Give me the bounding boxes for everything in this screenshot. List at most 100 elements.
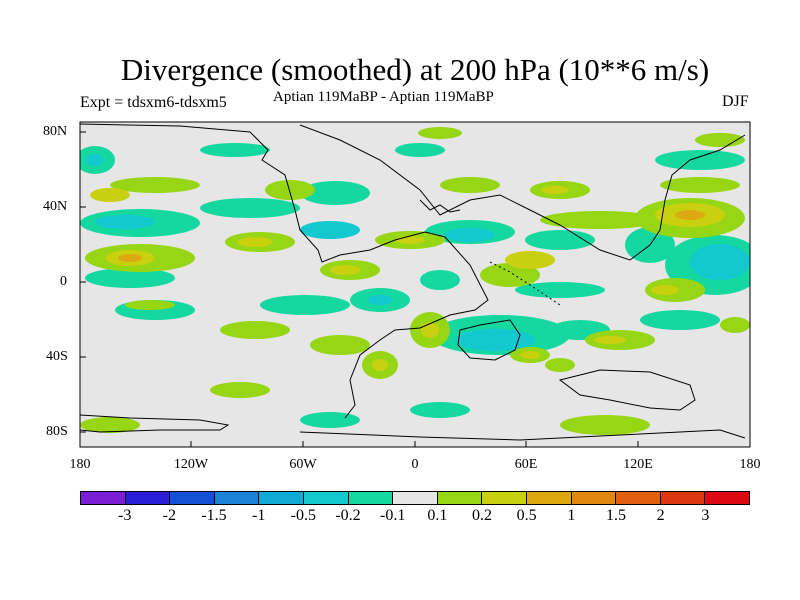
colorbar-label: 0.1	[427, 507, 448, 524]
field-patch	[640, 310, 720, 330]
field-patch	[651, 285, 679, 295]
colorbar-swatch	[437, 492, 483, 504]
field-patch	[695, 133, 745, 147]
field-patch	[505, 251, 555, 269]
field-patch	[675, 210, 705, 220]
coastline-west	[80, 123, 489, 419]
colorbar-label: 1.5	[606, 507, 626, 524]
period-label: Aptian 119MaBP - Aptian 119MaBP	[273, 89, 494, 105]
x-tick-label: 180	[69, 457, 91, 472]
x-tick-label: 60W	[289, 457, 317, 472]
colorbar-label: -1.5	[201, 507, 227, 524]
field-patch	[300, 181, 370, 205]
coastline-antarctica-west	[80, 414, 230, 433]
field-patch	[418, 127, 462, 139]
colorbar-swatch	[214, 492, 260, 504]
colorbar-label: 1	[567, 507, 576, 524]
colorbar-swatch	[482, 492, 527, 504]
x-tick-label: 60E	[514, 457, 538, 472]
experiment-label: Expt = tdsxm6-tdsxm5	[80, 94, 227, 111]
colorbar-label: -1	[251, 507, 266, 524]
y-tick-label: 40S	[46, 349, 68, 364]
field-patch	[420, 270, 460, 290]
field-patch	[85, 268, 175, 288]
field-patch	[86, 154, 104, 166]
colorbar-label: -0.2	[335, 507, 361, 524]
x-tick-label: 120W	[173, 457, 209, 472]
field-patch	[330, 265, 360, 275]
coastline-australia	[558, 369, 696, 411]
field-patch	[421, 322, 439, 338]
field-patch	[210, 382, 270, 398]
colorbar-label: 0.2	[472, 507, 492, 524]
field-patch	[125, 300, 175, 310]
colorbar-label: -0.5	[290, 507, 316, 524]
field-patch	[372, 359, 388, 371]
field-patch	[300, 221, 360, 239]
coastline-island-chain	[489, 261, 561, 306]
colorbar-label: -0.1	[379, 507, 406, 524]
colorbar-swatch	[660, 492, 706, 504]
map-background	[80, 122, 750, 447]
field-patch	[594, 336, 626, 344]
field-patch	[525, 230, 595, 250]
colorbar-swatch	[81, 492, 126, 504]
field-patch	[237, 237, 273, 247]
field-patch	[540, 211, 660, 229]
field-patch	[690, 244, 750, 280]
colorbar-swatch	[348, 492, 394, 504]
field-patch	[541, 186, 569, 194]
field-patch	[720, 317, 750, 333]
field-patch	[200, 143, 270, 157]
y-tick-label: 80N	[43, 124, 68, 139]
colorbar-swatch	[705, 492, 749, 504]
coastline-east	[299, 124, 746, 261]
y-tick-label: 80S	[46, 424, 68, 439]
field-patch	[560, 415, 650, 435]
field-patch	[660, 177, 740, 193]
field-patch	[265, 180, 315, 200]
x-tick-label: 180	[739, 457, 761, 472]
x-tick-label: 0	[411, 457, 419, 472]
axis-ticks	[80, 131, 639, 447]
field-patch	[515, 282, 605, 298]
field-patch	[110, 177, 200, 193]
divergence-field	[80, 127, 750, 435]
field-patch	[95, 215, 155, 229]
x-tick-label: 120E	[623, 457, 653, 472]
plot-title: Divergence (smoothed) at 200 hPa (10**6 …	[120, 52, 710, 87]
colorbar-swatch	[125, 492, 171, 504]
field-patch	[90, 188, 130, 202]
field-patch	[260, 295, 350, 315]
field-patch	[300, 412, 360, 428]
colorbar-swatch	[571, 492, 617, 504]
colorbar	[80, 491, 750, 505]
coastline-south-continent	[457, 319, 521, 361]
field-patch	[310, 335, 370, 355]
colorbar-swatch	[303, 492, 349, 504]
colorbar-swatch	[526, 492, 572, 504]
coastline-antarctica-east	[299, 429, 746, 441]
colorbar-swatch	[259, 492, 304, 504]
field-patch	[455, 329, 535, 351]
y-tick-label: 40N	[43, 199, 68, 214]
field-patch	[395, 143, 445, 157]
field-patch	[368, 295, 392, 305]
colorbar-label: 2	[656, 507, 665, 524]
field-patch	[480, 263, 540, 287]
field-patch	[200, 198, 300, 218]
colorbar-swatch	[170, 492, 215, 504]
field-patch	[445, 228, 495, 242]
field-patch	[655, 150, 745, 170]
field-patch	[440, 177, 500, 193]
field-patch	[410, 402, 470, 418]
field-patch	[220, 321, 290, 339]
colorbar-label: 0.5	[516, 507, 537, 524]
colorbar-swatch	[393, 492, 438, 504]
field-patch	[545, 358, 575, 372]
y-tick-label: 0	[60, 274, 67, 289]
colorbar-label: -2	[162, 507, 176, 524]
colorbar-swatch	[616, 492, 661, 504]
season-label: DJF	[722, 93, 749, 110]
